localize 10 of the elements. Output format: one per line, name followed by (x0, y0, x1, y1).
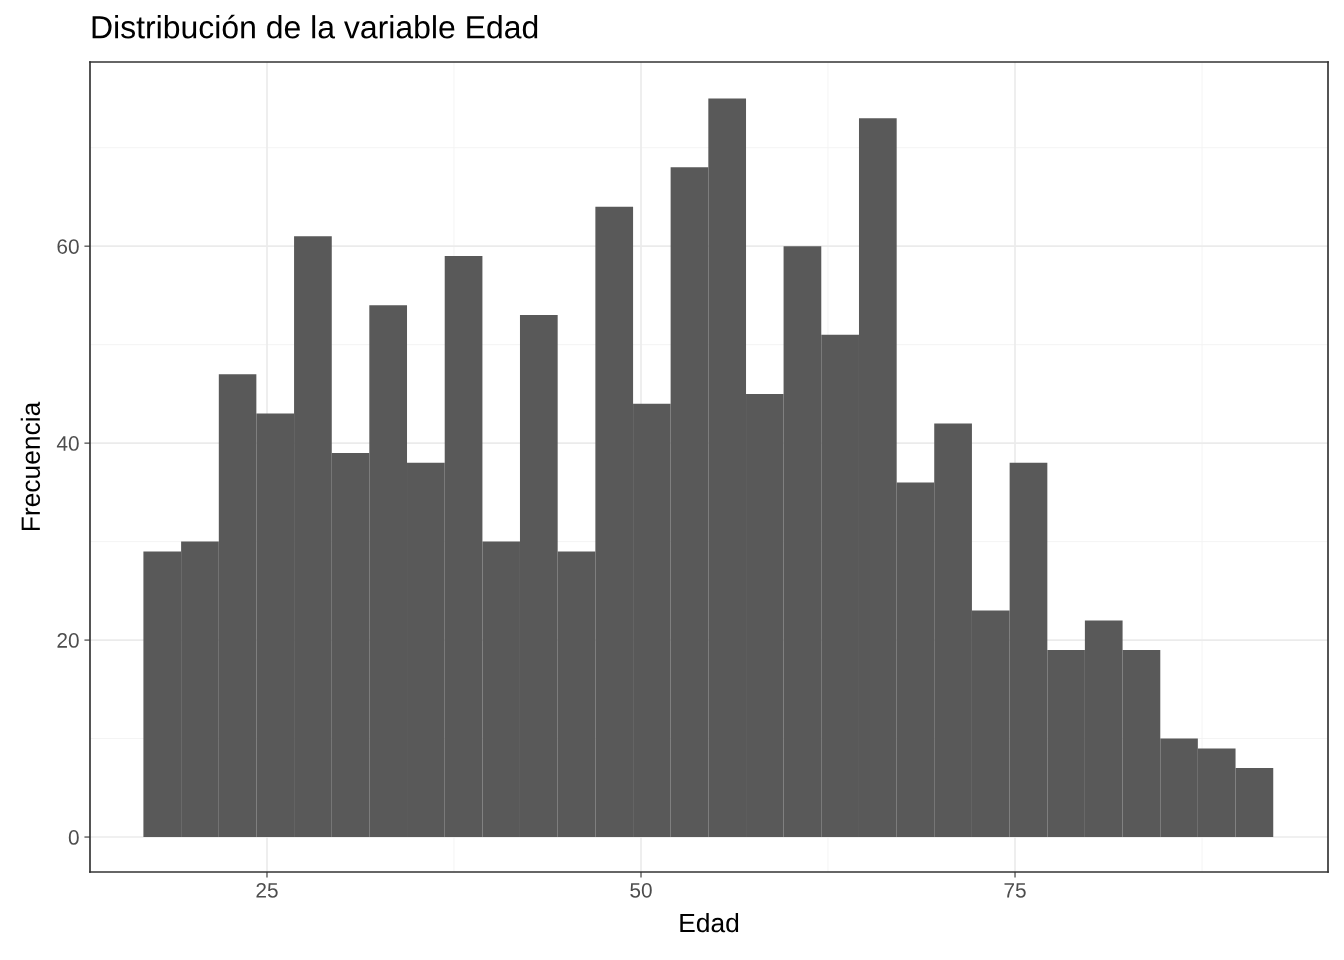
y-tick-label: 60 (57, 239, 79, 254)
x-axis-title: Edad (680, 912, 739, 933)
y-tick-label: 20 (57, 633, 79, 648)
y-tick-label: 40 (56, 436, 79, 451)
x-tick-label: 25 (256, 882, 278, 898)
y-axis-title: Frecuencia (20, 401, 41, 531)
x-tick-label: 50 (630, 882, 652, 898)
chart-title: Distribución de la variable Edad (92, 14, 538, 39)
y-tick-label: 0 (68, 830, 79, 845)
x-tick-label: 75 (1004, 883, 1026, 898)
